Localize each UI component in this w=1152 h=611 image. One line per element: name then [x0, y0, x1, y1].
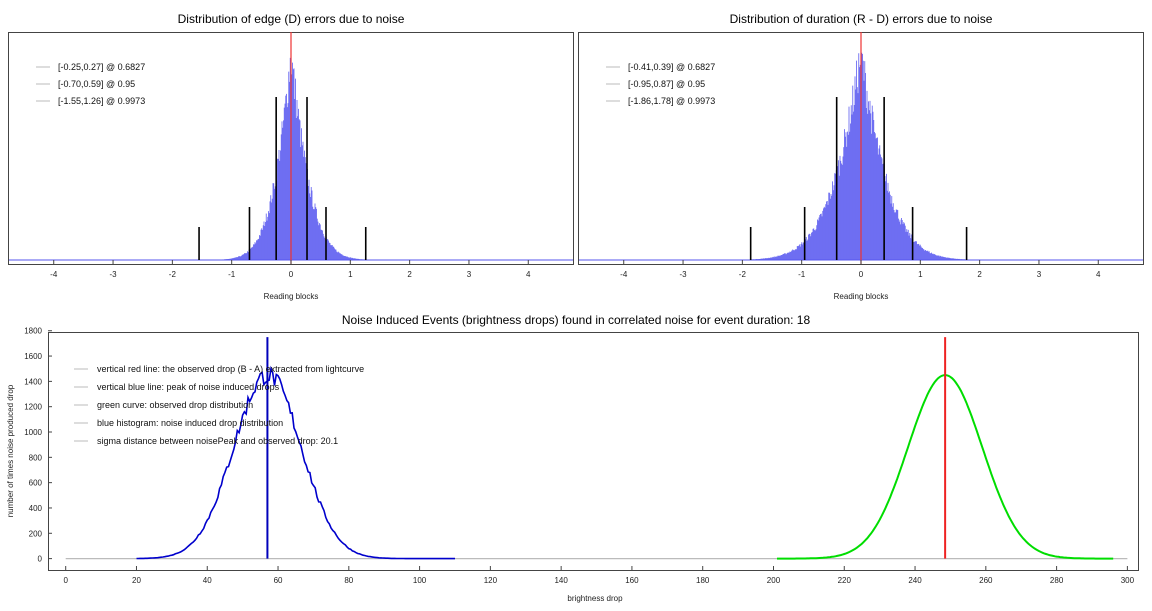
duration-error-chart: Distribution of duration (R - D) errors … — [578, 12, 1144, 301]
y-tick-label: 400 — [29, 504, 43, 513]
legend-entry: blue histogram: noise induced drop distr… — [97, 418, 283, 428]
x-tick-label: 260 — [979, 576, 993, 585]
legend-entry: [-0.70,0.59] @ 0.95 — [58, 79, 135, 89]
x-tick-label: 2 — [977, 270, 982, 279]
x-tick-label: 0 — [63, 576, 68, 585]
x-tick-label: 0 — [289, 270, 294, 279]
x-tick-label: 220 — [838, 576, 852, 585]
x-tick-label: 140 — [554, 576, 568, 585]
x-tick-label: 160 — [625, 576, 639, 585]
legend-entry: green curve: observed drop distribution — [97, 400, 253, 410]
legend-entry: sigma distance between noisePeak and obs… — [97, 436, 338, 446]
x-tick-label: -4 — [50, 270, 58, 279]
x-tick-label: -1 — [798, 270, 806, 279]
legend-entry: [-1.86,1.78] @ 0.9973 — [628, 96, 715, 106]
x-tick-label: -3 — [679, 270, 687, 279]
y-tick-label: 1400 — [24, 377, 42, 386]
x-axis-label: brightness drop — [567, 594, 623, 603]
legend-entry: [-1.55,1.26] @ 0.9973 — [58, 96, 145, 106]
legend-entry: [-0.95,0.87] @ 0.95 — [628, 79, 705, 89]
plot-frame — [48, 332, 1139, 571]
noise-events-panel: Noise Induced Events (brightness drops) … — [0, 310, 1152, 606]
noise-events-chart: Noise Induced Events (brightness drops) … — [6, 313, 1139, 603]
x-tick-label: -3 — [109, 270, 117, 279]
y-tick-label: 1000 — [24, 428, 42, 437]
y-tick-label: 0 — [38, 555, 43, 564]
x-tick-label: 20 — [132, 576, 141, 585]
x-tick-label: 1 — [348, 270, 353, 279]
x-tick-label: 200 — [767, 576, 781, 585]
histogram — [745, 33, 971, 260]
legend-entry: [-0.41,0.39] @ 0.6827 — [628, 62, 715, 72]
y-tick-label: 600 — [29, 479, 43, 488]
edge-error-chart: Distribution of edge (D) errors due to n… — [8, 12, 574, 301]
edge-error-panel: Distribution of edge (D) errors due to n… — [8, 8, 574, 306]
x-axis-label: Reading blocks — [834, 292, 889, 301]
legend-entry: vertical blue line: peak of noise induce… — [97, 382, 280, 392]
duration-error-panel: Distribution of duration (R - D) errors … — [578, 8, 1144, 306]
x-tick-label: -2 — [739, 270, 747, 279]
x-tick-label: 80 — [344, 576, 353, 585]
x-tick-label: 4 — [526, 270, 531, 279]
noise-histogram-line — [136, 365, 455, 560]
x-tick-label: -4 — [620, 270, 628, 279]
x-tick-label: 3 — [467, 270, 472, 279]
chart-title: Distribution of edge (D) errors due to n… — [178, 12, 405, 26]
y-tick-label: 1200 — [24, 403, 42, 412]
chart-title: Noise Induced Events (brightness drops) … — [342, 313, 811, 327]
x-tick-label: 280 — [1050, 576, 1064, 585]
x-tick-label: 2 — [407, 270, 412, 279]
legend-entry: [-0.25,0.27] @ 0.6827 — [58, 62, 145, 72]
x-tick-label: 300 — [1121, 576, 1135, 585]
y-tick-label: 1600 — [24, 352, 42, 361]
x-tick-label: -2 — [169, 270, 177, 279]
y-tick-label: 800 — [29, 453, 43, 462]
x-tick-label: 60 — [274, 576, 283, 585]
x-tick-label: 3 — [1037, 270, 1042, 279]
y-tick-label: 200 — [29, 529, 43, 538]
x-tick-label: 120 — [484, 576, 498, 585]
x-tick-label: -1 — [228, 270, 236, 279]
x-tick-label: 1 — [918, 270, 923, 279]
legend-entry: vertical red line: the observed drop (B … — [97, 364, 364, 374]
x-tick-label: 4 — [1096, 270, 1101, 279]
x-axis-label: Reading blocks — [264, 292, 319, 301]
x-tick-label: 180 — [696, 576, 710, 585]
y-tick-label: 1800 — [24, 327, 42, 336]
x-tick-label: 40 — [203, 576, 212, 585]
y-axis-label: number of times noise produced drop — [6, 384, 15, 517]
histogram — [220, 57, 367, 260]
x-tick-label: 0 — [859, 270, 864, 279]
x-tick-label: 100 — [413, 576, 427, 585]
chart-title: Distribution of duration (R - D) errors … — [730, 12, 993, 26]
x-tick-label: 240 — [908, 576, 922, 585]
